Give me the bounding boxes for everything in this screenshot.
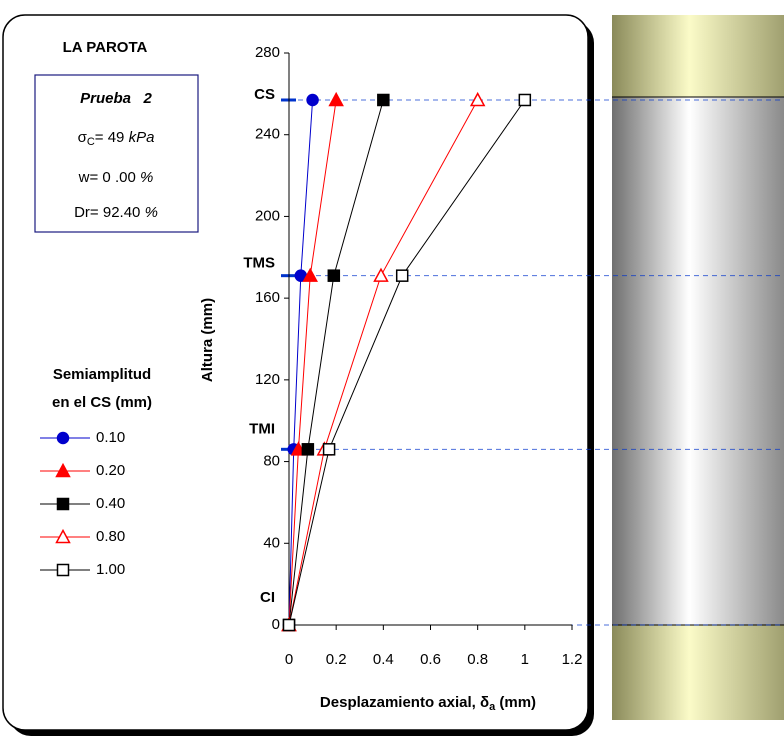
marker [518,93,532,107]
panel [2,14,589,731]
x-tick-label: 0.2 [326,651,347,668]
legend-label: 1.00 [96,561,125,578]
series-line [288,99,479,626]
x-tick-label: 0.6 [420,651,441,668]
dr: Dr= 92.40 [74,204,144,221]
marker [327,269,341,282]
series-line [288,99,526,626]
series-line [288,99,337,626]
y-tick-label: 280 [255,44,280,61]
dr-label: Dr= 92.40 % [74,204,158,221]
x-axis-label: Desplazamiento axial, δa (mm) [320,694,536,713]
marker [56,431,70,445]
y-tick-label: 0 [272,616,280,633]
legend-title: en el CS (mm) [52,394,152,411]
y-tick-label: 240 [255,126,280,143]
sigma: σ [78,129,88,146]
sigma-label: σC= 49 kPa [78,129,155,148]
w: w= 0 .00 [78,169,140,186]
legend-label: 0.10 [96,429,125,446]
x-tick-label: 1.2 [562,651,583,668]
legend-title: Semiamplitud [53,366,151,383]
marker [377,93,390,107]
x-tick-label: 0.8 [467,651,488,668]
marker [56,497,70,511]
dr-unit: % [145,204,158,221]
y-tick-label: 80 [263,453,280,470]
x-tick-label: 0 [285,651,293,668]
specimen [612,97,784,625]
marker [56,563,70,577]
marker [395,269,409,282]
top-cap [612,15,784,97]
legend-label: 0.40 [96,495,125,512]
info-box [34,74,199,233]
legend-label: 0.80 [96,528,125,545]
series-line [288,99,314,626]
w-unit: % [140,169,153,186]
y-tick-label: 200 [255,207,280,224]
sigma-unit: kPa [129,129,155,146]
level-label: TMI [249,420,275,437]
x-tick-label: 1 [521,651,529,668]
legend-label: 0.20 [96,462,125,479]
marker [55,462,71,478]
x-label-unit: (mm) [495,694,536,711]
x-label-sub: a [489,701,496,713]
y-tick-label: 40 [263,534,280,551]
marker [302,267,318,282]
y-axis-label: Altura (mm) [199,298,216,382]
marker [373,267,389,282]
marker [306,93,319,107]
level-label: CS [254,86,275,103]
marker [322,443,336,456]
x-tick-label: 0.4 [373,651,394,668]
marker [282,618,296,632]
x-label-main: Desplazamiento axial, δ [320,694,489,711]
bottom-cap [612,625,784,720]
marker [328,91,344,107]
y-tick-label: 120 [255,371,280,388]
series-line [288,99,384,626]
sigma-value: = 49 [95,129,129,146]
w-label: w= 0 .00 % [78,169,154,186]
marker [469,91,486,107]
level-label: CI [260,589,275,606]
marker [55,528,71,544]
marker [301,443,315,456]
y-tick-label: 160 [255,289,280,306]
sigma-sub: C [87,136,95,148]
title: LA PAROTA [63,39,148,56]
level-label: TMS [243,255,275,272]
test-label: Prueba 2 [80,90,152,107]
